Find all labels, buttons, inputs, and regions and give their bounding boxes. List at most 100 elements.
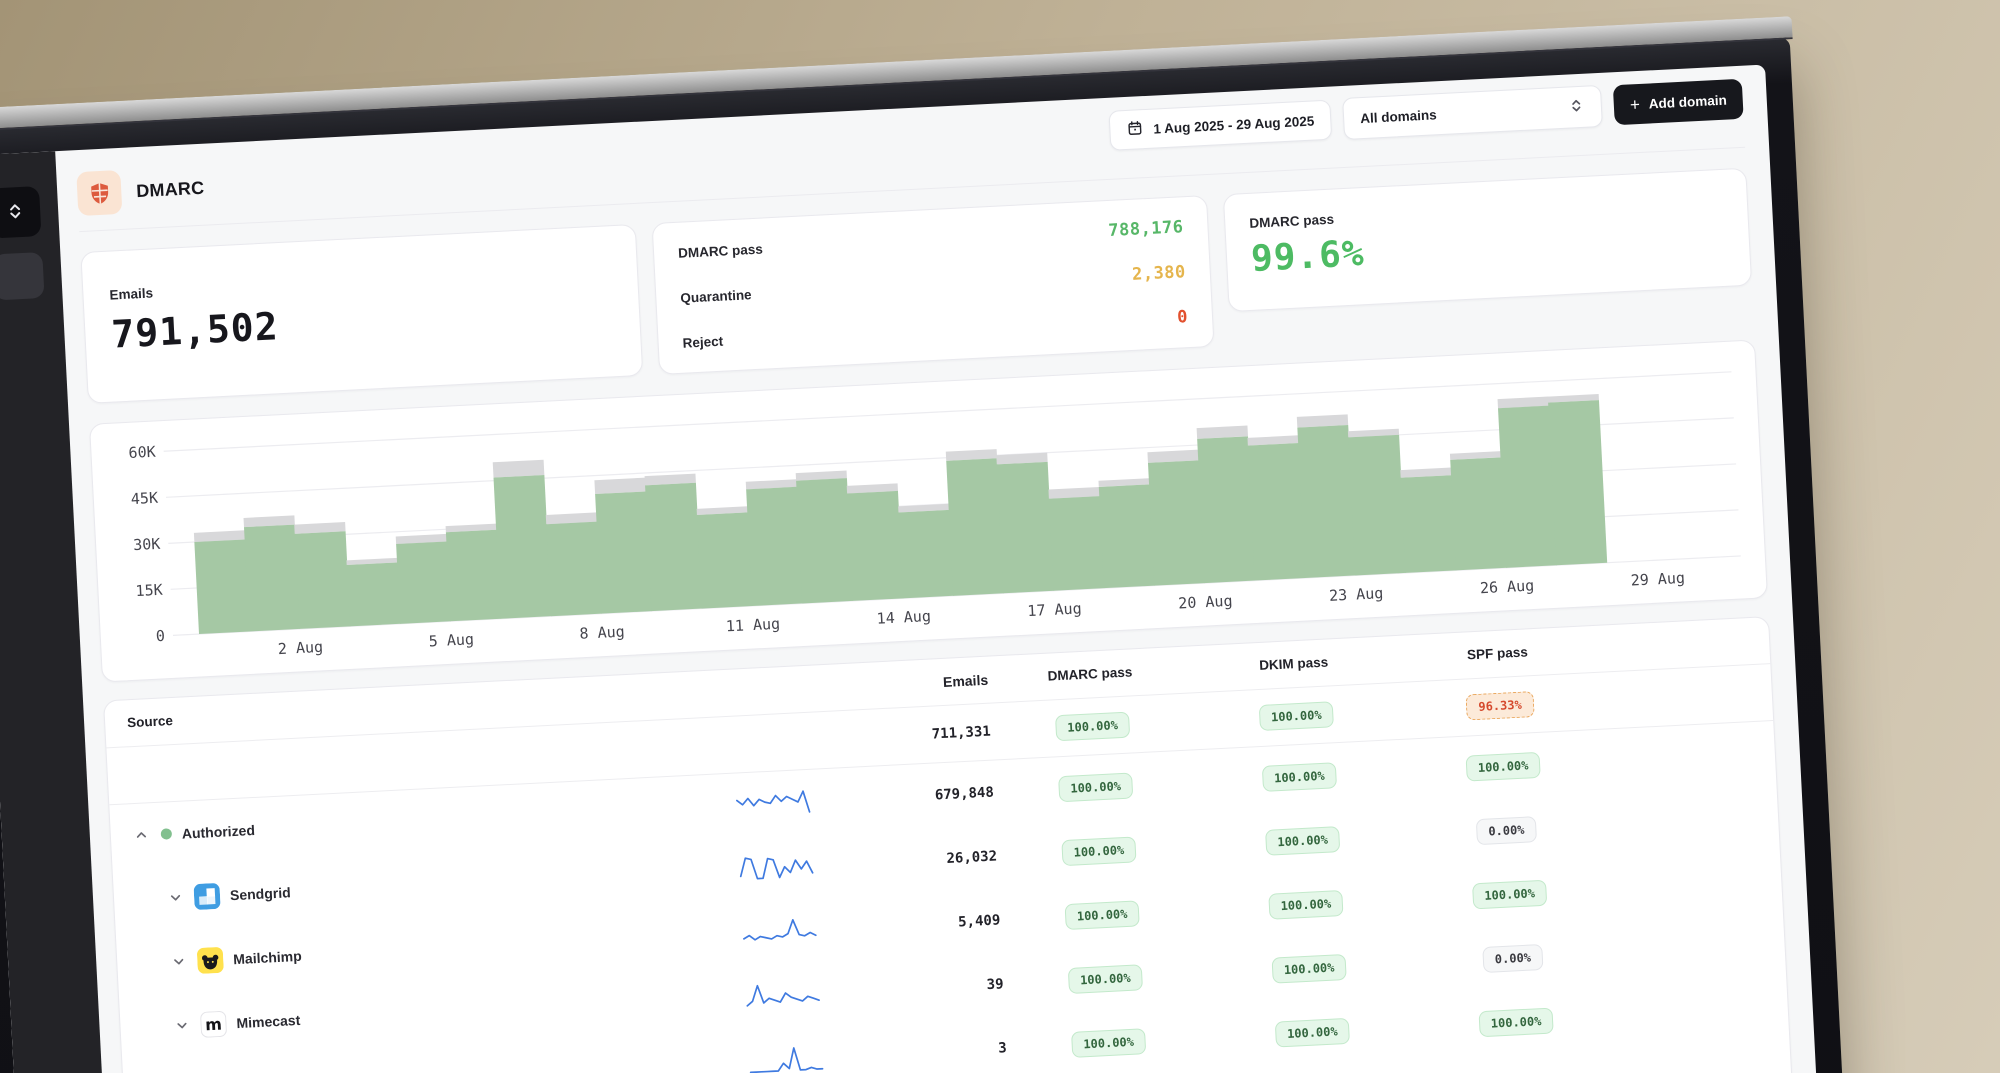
reject-label: Reject (682, 333, 724, 351)
svg-text:15K: 15K (135, 581, 163, 600)
chevrons-up-down-icon (1567, 97, 1585, 118)
dmarc-pass-badge: 100.00% (1067, 963, 1144, 994)
spf-pass-badge: 96.33% (1465, 690, 1535, 721)
sparkline-cell (737, 847, 858, 885)
row-expand-toggle[interactable] (166, 888, 185, 907)
dkim-pass-badge: 100.00% (1274, 1017, 1351, 1048)
email-count: 3 (997, 1039, 1008, 1057)
sendgrid-icon (193, 882, 221, 910)
email-count: 5,409 (957, 911, 1001, 931)
sparkline-cell (730, 722, 851, 760)
monitor-frame: 1 Aug 2025 - 29 Aug 2025 All domains + A… (0, 16, 1866, 1073)
authorized-status-dot (160, 828, 173, 840)
dmarc-pass-value: 788,176 (1107, 217, 1184, 242)
svg-text:11 Aug: 11 Aug (725, 615, 780, 636)
date-range-picker[interactable]: 1 Aug 2025 - 29 Aug 2025 (1108, 99, 1333, 151)
quarantine-value: 2,380 (1131, 262, 1187, 285)
add-domain-button[interactable]: + Add domain (1612, 78, 1744, 126)
table-row[interactable]: Mailchimp 5,409 100.00% 100.00% 100.00% (116, 848, 1783, 996)
source-cell: m Mimecast (142, 984, 745, 1040)
source-cell: Sendgrid (135, 856, 738, 912)
topbar: 1 Aug 2025 - 29 Aug 2025 All domains + A… (1108, 78, 1744, 152)
breakdown-row: DMARC pass 788,176 (678, 217, 1184, 263)
breakdown-row: Quarantine 2,380 (680, 262, 1186, 308)
sparkline-cell (746, 1039, 867, 1073)
chevrons-up-down-icon (3, 198, 28, 226)
svg-text:23 Aug: 23 Aug (1329, 584, 1384, 605)
spf-pass-badge: 100.00% (1471, 879, 1548, 910)
svg-text:17 Aug: 17 Aug (1027, 599, 1082, 620)
svg-text:60K: 60K (128, 443, 156, 462)
spf-pass-badge: 100.00% (1478, 1007, 1554, 1037)
source-name: Authorized (181, 821, 256, 842)
svg-text:20 Aug: 20 Aug (1178, 592, 1233, 613)
email-volume-sparkline (749, 1046, 824, 1073)
column-header-emails: Emails (942, 671, 989, 690)
table-row[interactable]: Hubspot 3 100.00% 100.00% 100.00% (122, 976, 1789, 1073)
email-volume-chart-card: 0 15K 30K 45K 60K 2 Aug 5 Aug 8 Aug 11 Aug 14 Aug… (89, 339, 1768, 683)
table-row[interactable]: Authorized 679,848 100.00% 100.00% 100.0… (109, 721, 1776, 869)
svg-text:5 Aug: 5 Aug (428, 630, 474, 650)
mimecast-icon: m (200, 1010, 227, 1038)
svg-text:29 Aug: 29 Aug (1630, 569, 1685, 590)
sparkline-cell (733, 783, 854, 821)
dmarc-pass-badge: 100.00% (1060, 835, 1137, 866)
table-row[interactable]: m Mimecast 39 100.00% 100.00% 0.00% (119, 912, 1786, 1060)
calendar-icon (1126, 119, 1144, 140)
email-volume-sparkline (743, 918, 817, 941)
email-count: 39 (986, 975, 1004, 993)
page-title: DMARC (135, 177, 205, 201)
email-volume-sparkline (746, 984, 820, 1007)
svg-text:2 Aug: 2 Aug (277, 638, 323, 658)
domain-filter-select[interactable]: All domains (1342, 84, 1603, 140)
email-count: 679,848 (934, 784, 995, 804)
spf-pass-badge: 0.00% (1482, 943, 1544, 973)
row-expand-toggle[interactable] (132, 826, 151, 845)
table-row[interactable]: Sendgrid 26,032 100.00% 100.00% 0.00% (113, 785, 1780, 933)
svg-text:0: 0 (155, 627, 165, 645)
source-name: Sendgrid (229, 883, 292, 903)
svg-text:45K: 45K (130, 489, 158, 508)
column-header-spf-pass: SPF pass (1466, 644, 1529, 663)
source-cell: Authorized (132, 796, 734, 844)
dkim-pass-badge: 100.00% (1261, 761, 1338, 792)
mailchimp-icon (196, 946, 224, 974)
dkim-pass-badge: 100.00% (1264, 825, 1341, 856)
email-count: 26,032 (946, 848, 998, 867)
email-volume-sparkline (730, 724, 810, 760)
dmarc-shield-icon (76, 169, 123, 217)
email-count: 711,331 (931, 723, 992, 743)
dkim-pass-badge: 100.00% (1267, 889, 1344, 920)
svg-text:26 Aug: 26 Aug (1480, 576, 1535, 597)
dmarc-pass-badge: 100.00% (1054, 711, 1131, 741)
dmarc-pass-label: DMARC pass (677, 241, 764, 261)
spf-pass-badge: 100.00% (1465, 751, 1542, 782)
table-body: 711,331 100.00% 100.00% 96.33% Authorize… (106, 663, 1789, 1073)
column-header-dmarc-pass: DMARC pass (1047, 664, 1133, 684)
date-range-label: 1 Aug 2025 - 29 Aug 2025 (1153, 112, 1315, 137)
email-volume-chart: 0 15K 30K 45K 60K 2 Aug 5 Aug 8 Aug 11 Aug 14 Aug… (128, 371, 1741, 658)
dmarc-pass-rate-card: DMARC pass 99.6% (1222, 167, 1753, 313)
sparkline-cell (743, 975, 864, 1013)
spf-pass-badge: 0.00% (1475, 815, 1538, 845)
dmarc-breakdown-card: DMARC pass 788,176 Quarantine 2,380 Reje… (651, 194, 1215, 375)
plus-icon: + (1629, 94, 1641, 114)
svg-text:14 Aug: 14 Aug (876, 607, 931, 628)
sidebar (0, 151, 129, 1073)
emails-total-card: Emails 791,502 (80, 223, 644, 404)
source-cell (129, 735, 731, 783)
page-header: DMARC (76, 87, 1746, 233)
row-expand-toggle[interactable] (169, 952, 188, 971)
sidebar-item[interactable] (0, 251, 45, 301)
source-cell: Mailchimp (139, 920, 742, 976)
email-volume-sparkline (736, 789, 811, 813)
source-name: Mimecast (236, 1011, 301, 1031)
workspace-switcher-button[interactable] (0, 186, 42, 239)
column-spacer (728, 686, 848, 692)
add-domain-label: Add domain (1648, 92, 1728, 112)
row-expand-toggle[interactable] (172, 1016, 191, 1035)
column-header-dkim-pass: DKIM pass (1258, 654, 1329, 674)
svg-text:8 Aug: 8 Aug (579, 623, 625, 643)
sources-table-card: Source Emails DMARC pass DKIM pass SPF p… (102, 615, 1798, 1073)
